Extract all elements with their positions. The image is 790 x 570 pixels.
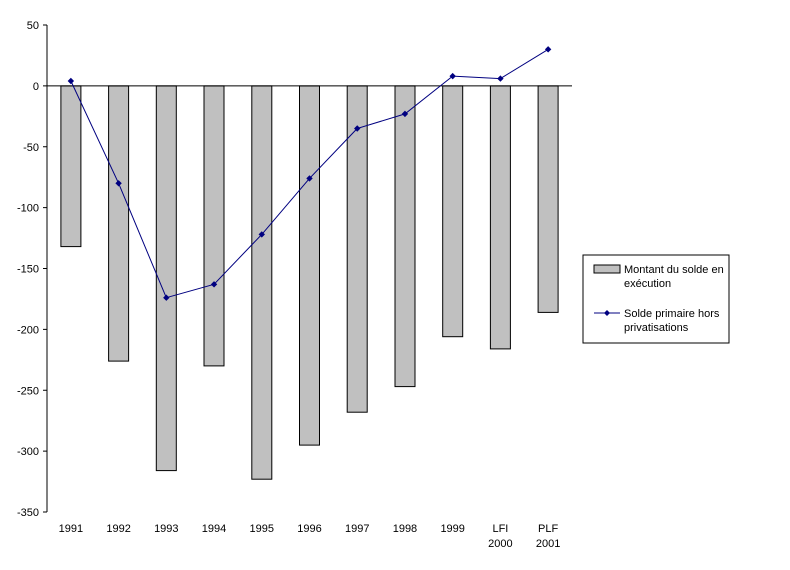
y-tick-label: -350	[17, 507, 39, 519]
y-tick-label: -200	[17, 324, 39, 336]
bar	[203, 85, 225, 367]
x-tick-label: 1999	[440, 523, 464, 535]
bar	[394, 85, 416, 388]
x-tick-label: 1998	[393, 523, 417, 535]
data-point	[67, 77, 75, 85]
bar	[60, 85, 82, 248]
data-point	[497, 75, 504, 82]
data-point	[163, 294, 170, 301]
y-tick-label: -300	[17, 446, 39, 458]
bar	[442, 85, 464, 338]
data-point	[544, 46, 552, 53]
x-tick-labels: 1991 1992 1993 1994 1995 1996 1997 1998 1999 LFI 2…	[59, 523, 561, 550]
legend-label-bar: Montant du solde en exécution	[624, 264, 724, 290]
y-tick-labels: 50 0 -50 -100 -150 -200 -250 -300 -350	[17, 20, 39, 519]
bar	[155, 85, 177, 472]
y-tick-label: -100	[17, 203, 39, 215]
y-tick-label: -150	[17, 264, 39, 276]
x-tick-label: LFI 2000	[488, 523, 512, 550]
legend: Montant du solde en exécution Solde primai…	[582, 254, 730, 344]
data-point	[258, 231, 265, 238]
bar	[346, 85, 368, 413]
axes	[43, 24, 572, 513]
data-point	[449, 72, 456, 80]
y-tick-label: 50	[27, 20, 39, 32]
x-tick-label: 1994	[202, 523, 226, 535]
x-tick-label: 1991	[59, 523, 83, 535]
data-point	[306, 175, 313, 182]
legend-label-line: Solde primaire hors privatisations	[624, 308, 720, 334]
x-tick-label: PLF 2001	[536, 523, 560, 550]
bar	[489, 85, 511, 350]
legend-swatch-marker	[604, 310, 610, 316]
x-tick-label: 1992	[106, 523, 130, 535]
x-tick-label: 1996	[297, 523, 321, 535]
data-point	[354, 125, 361, 132]
data-point	[115, 180, 122, 187]
bar	[251, 85, 273, 480]
x-tick-label: 1993	[154, 523, 178, 535]
data-point	[401, 110, 409, 118]
x-tick-label: 1995	[250, 523, 274, 535]
bar	[108, 85, 130, 362]
y-tick-label: 0	[33, 81, 39, 93]
line-series	[67, 46, 552, 301]
bar	[299, 85, 320, 446]
x-tick-label: 1997	[345, 523, 369, 535]
bar	[537, 85, 559, 313]
data-point	[210, 281, 218, 288]
bar-series	[60, 85, 559, 480]
y-tick-label: -250	[17, 385, 39, 397]
legend-swatch-bar	[593, 264, 621, 274]
y-tick-label: -50	[23, 142, 39, 154]
